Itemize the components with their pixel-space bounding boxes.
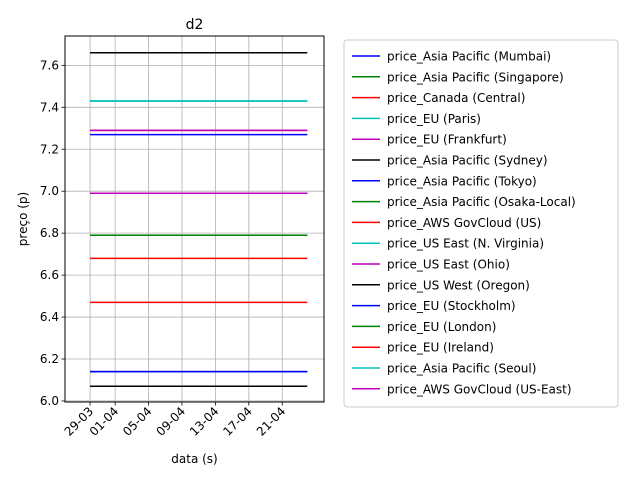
legend-label: price_Asia Pacific (Sydney) bbox=[387, 154, 548, 168]
series-lines bbox=[90, 52, 308, 388]
legend-label: price_Asia Pacific (Mumbai) bbox=[387, 50, 551, 64]
legend-label: price_EU (Ireland) bbox=[387, 341, 494, 355]
x-tick-label: 13-04 bbox=[187, 404, 222, 439]
x-tick-label: 05-04 bbox=[120, 404, 155, 439]
y-tick-label: 6.4 bbox=[40, 310, 59, 324]
legend: price_Asia Pacific (Mumbai) price_Asia Pa… bbox=[343, 39, 619, 408]
y-tick-label: 7.2 bbox=[40, 142, 59, 156]
legend-label: price_Canada (Central) bbox=[387, 91, 525, 105]
y-axis-ticks: 6.0 6.2 6.4 6.6 6.8 7.0 7.2 7.4 7.6 bbox=[40, 58, 65, 408]
y-tick-label: 7.0 bbox=[40, 184, 59, 198]
y-tick-label: 6.6 bbox=[40, 268, 59, 282]
legend-label: price_US East (N. Virginia) bbox=[387, 237, 544, 251]
x-tick-label: 09-04 bbox=[154, 404, 189, 439]
legend-label: price_Asia Pacific (Tokyo) bbox=[387, 174, 537, 188]
chart-title: d2 bbox=[186, 17, 204, 33]
y-tick-label: 6.0 bbox=[40, 394, 59, 408]
y-tick-label: 6.2 bbox=[40, 352, 59, 366]
legend-label: price_EU (Paris) bbox=[387, 112, 481, 126]
legend-label: price_US East (Ohio) bbox=[387, 258, 510, 272]
plot-frame bbox=[64, 35, 325, 403]
legend-label: price_AWS GovCloud (US) bbox=[387, 216, 541, 230]
legend-label: price_Asia Pacific (Singapore) bbox=[387, 70, 564, 84]
legend-label: price_US West (Oregon) bbox=[387, 278, 530, 292]
legend-frame bbox=[343, 39, 619, 408]
y-tick-label: 7.4 bbox=[40, 100, 59, 114]
y-axis-label: preço (p) bbox=[16, 192, 30, 246]
legend-label: price_Asia Pacific (Seoul) bbox=[387, 362, 536, 376]
y-tick-label: 6.8 bbox=[40, 226, 59, 240]
legend-label: price_EU (Frankfurt) bbox=[387, 133, 507, 147]
legend-label: price_Asia Pacific (Osaka-Local) bbox=[387, 195, 576, 209]
x-tick-label: 17-04 bbox=[220, 404, 255, 439]
x-axis-label: data (s) bbox=[171, 452, 217, 466]
legend-label: price_EU (Stockholm) bbox=[387, 299, 516, 313]
x-tick-label: 01-04 bbox=[87, 404, 122, 439]
legend-label: price_AWS GovCloud (US-East) bbox=[387, 382, 572, 396]
x-tick-label: 21-04 bbox=[254, 404, 289, 439]
grid-lines bbox=[65, 36, 324, 402]
legend-label: price_EU (London) bbox=[387, 320, 496, 334]
y-tick-label: 7.6 bbox=[40, 58, 59, 72]
